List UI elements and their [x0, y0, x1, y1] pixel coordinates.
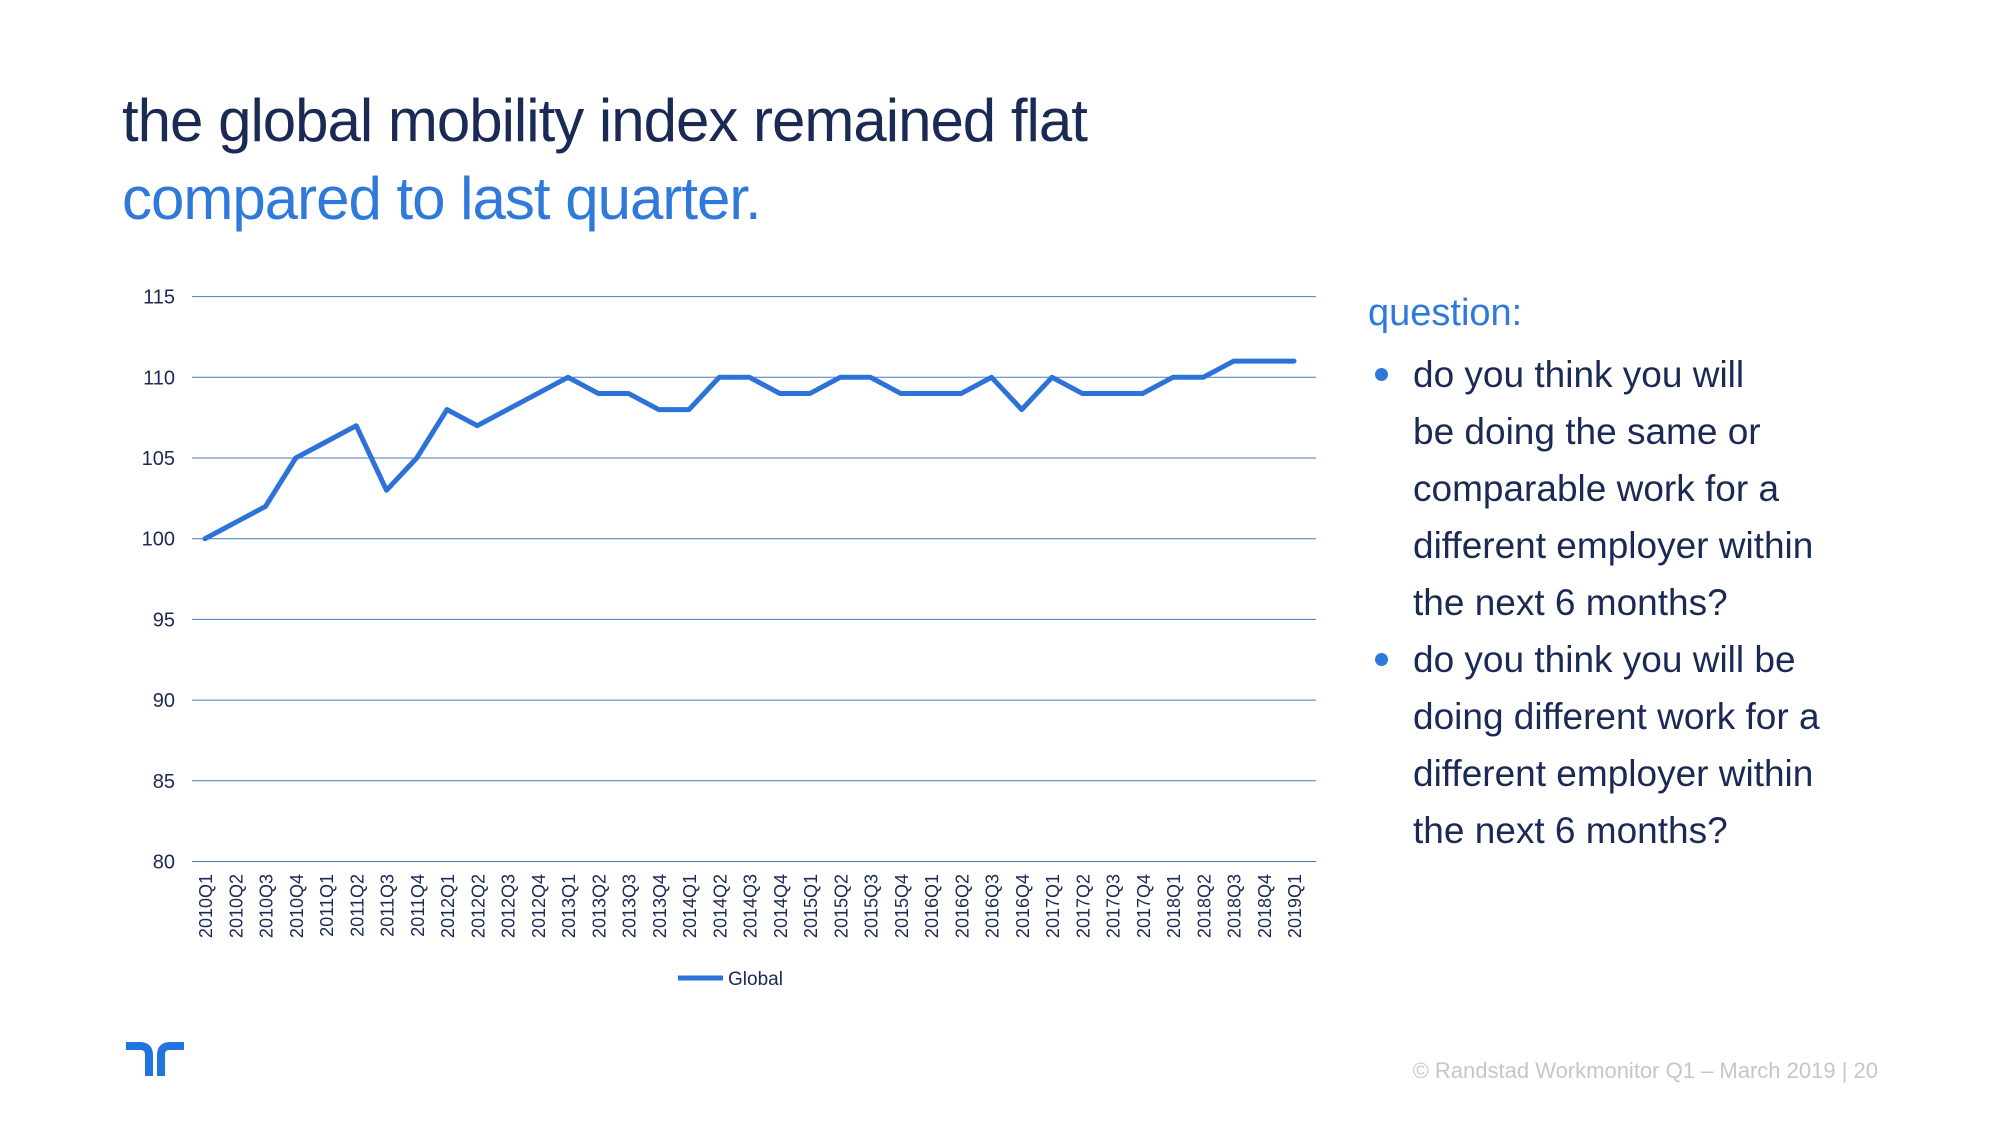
x-axis-label: 2018Q3 — [1225, 874, 1245, 938]
x-axis-label: 2015Q3 — [862, 874, 882, 938]
title-line-2: compared to last quarter. — [122, 165, 762, 232]
bullet-icon — [1375, 368, 1388, 381]
y-axis-label: 80 — [153, 852, 175, 874]
question-list: do you think you will be doing the same … — [1368, 346, 1913, 859]
x-axis-label: 2011Q3 — [378, 874, 398, 937]
mobility-index-chart: 115 110 105 100 95 90 85 80 2010Q1 2010Q2 2010Q3 20… — [142, 287, 1316, 990]
x-axis-label: 2010Q4 — [287, 874, 307, 938]
x-axis-label: 2013Q2 — [589, 874, 609, 938]
chart-area: 115 110 105 100 95 90 85 80 2010Q1 2010Q2 2010Q3 20… — [105, 278, 1355, 1000]
x-axis-label: 2014Q1 — [680, 874, 700, 938]
x-axis-label: 2011Q1 — [317, 874, 337, 937]
x-axis-label: 2010Q2 — [226, 874, 246, 938]
x-axis-label: 2016Q3 — [983, 874, 1003, 938]
question-bullet-1: do you think you will be doing the same … — [1413, 354, 1814, 623]
bullet-icon — [1375, 653, 1388, 666]
x-axis-label: 2017Q4 — [1134, 874, 1154, 938]
x-axis-label: 2017Q2 — [1073, 874, 1093, 938]
x-axis-label: 2015Q2 — [831, 874, 851, 938]
y-axis-label: 100 — [142, 529, 175, 551]
x-axis-label: 2013Q3 — [620, 874, 640, 938]
y-axis-label: 115 — [143, 287, 175, 309]
y-axis-label: 85 — [153, 771, 175, 793]
footer-copyright: © Randstad Workmonitor Q1 – March 2019 |… — [1412, 1058, 1878, 1083]
y-axis-label: 110 — [143, 367, 175, 389]
y-axis-label: 95 — [153, 609, 175, 631]
x-axis-label: 2017Q3 — [1104, 874, 1124, 938]
list-item: do you think you will be doing different… — [1368, 631, 1913, 859]
legend-label: Global — [728, 969, 783, 990]
x-axis-label: 2012Q4 — [529, 874, 549, 938]
series-line-global — [202, 358, 1297, 542]
x-axis-label: 2014Q2 — [710, 874, 730, 938]
x-axis-label: 2018Q1 — [1164, 874, 1184, 938]
question-bullet-2: do you think you will be doing different… — [1413, 639, 1820, 851]
x-axis-label: 2019Q1 — [1285, 874, 1305, 938]
x-axis-label: 2016Q4 — [1013, 874, 1033, 938]
x-axis-label: 2017Q1 — [1043, 874, 1063, 938]
x-axis-label: 2015Q4 — [892, 874, 912, 938]
x-axis-label: 2018Q2 — [1194, 874, 1214, 938]
list-item: do you think you will be doing the same … — [1368, 346, 1913, 631]
x-axis-label: 2014Q3 — [741, 874, 761, 938]
y-axis-label: 90 — [153, 690, 175, 712]
question-heading: question: — [1368, 292, 1523, 334]
x-axis-label: 2016Q2 — [952, 874, 972, 938]
x-axis-label: 2012Q2 — [468, 874, 488, 938]
x-axis-label: 2012Q3 — [499, 874, 519, 938]
x-axis-label: 2015Q1 — [801, 874, 821, 938]
x-axis-label: 2011Q2 — [347, 874, 367, 937]
x-axis-label: 2012Q1 — [438, 874, 458, 938]
x-axis-label: 2010Q3 — [257, 874, 277, 938]
x-axis-label: 2016Q1 — [922, 874, 942, 938]
y-axis-label: 105 — [142, 448, 175, 470]
question-panel: question: do you think you will be doing… — [1368, 285, 1913, 859]
slide-title: the global mobility index remained flat … — [122, 82, 1088, 238]
x-axis-label: 2011Q4 — [408, 874, 428, 937]
x-axis-label: 2018Q4 — [1255, 874, 1275, 938]
x-axis-label: 2013Q1 — [559, 874, 579, 938]
randstad-logo-icon — [126, 1042, 184, 1076]
x-axis-label: 2014Q4 — [771, 874, 791, 938]
x-axis-label: 2010Q1 — [196, 874, 216, 938]
x-axis-label: 2013Q4 — [650, 874, 670, 938]
title-line-1: the global mobility index remained flat — [122, 87, 1088, 154]
